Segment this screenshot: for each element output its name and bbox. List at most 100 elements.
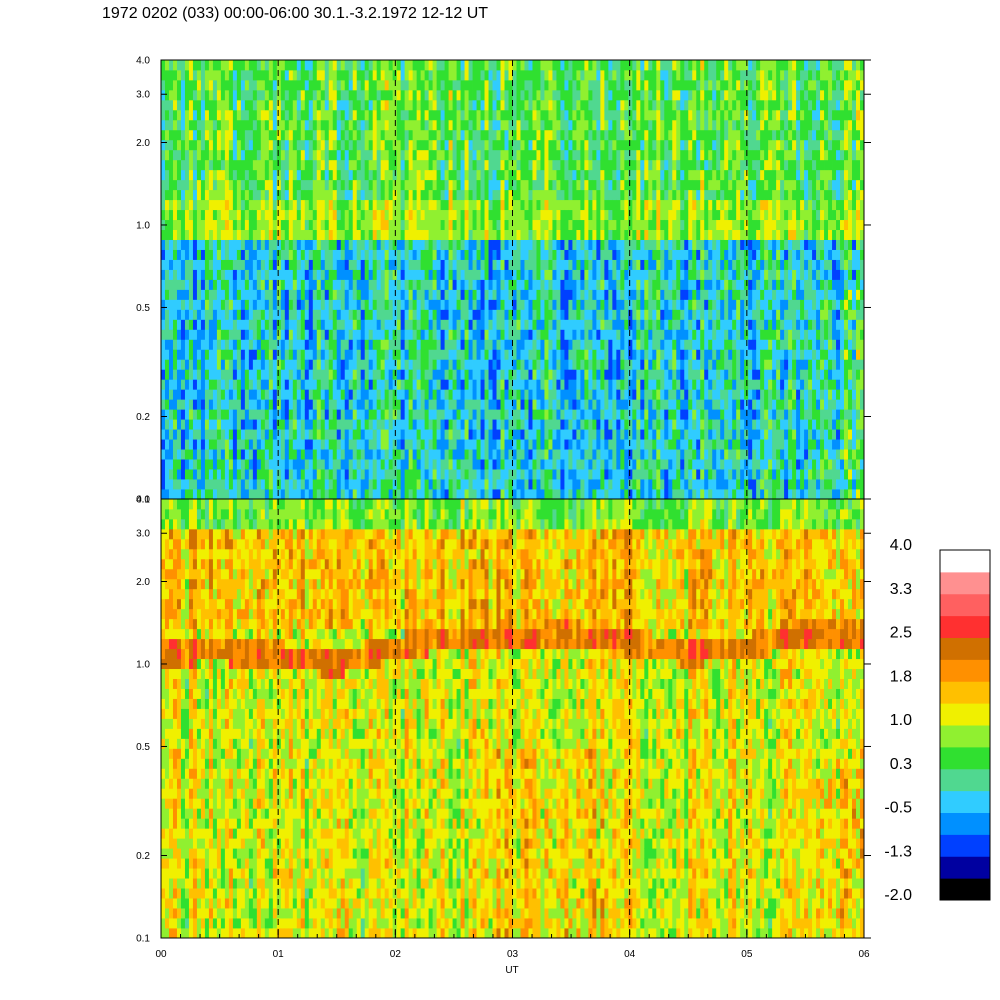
- spectrogram-cell: [472, 389, 477, 400]
- spectrogram-cell: [600, 429, 605, 440]
- spectrogram-cell: [456, 269, 461, 280]
- spectrogram-cell: [324, 459, 330, 470]
- spectrogram-cell: [196, 429, 202, 440]
- spectrogram-cell: [288, 109, 294, 121]
- spectrogram-cell: [456, 229, 461, 240]
- spectrogram-cell: [384, 169, 390, 181]
- spectrogram-cell: [340, 209, 346, 221]
- spectrogram-cell: [176, 469, 182, 480]
- spectrogram-cell: [604, 79, 609, 91]
- spectrogram-cell: [340, 109, 346, 121]
- spectrogram-cell: [348, 419, 354, 430]
- spectrogram-cell: [200, 279, 206, 290]
- spectrogram-cell: [236, 239, 242, 250]
- spectrogram-cell: [412, 129, 418, 141]
- spectrogram-cell: [284, 219, 290, 231]
- spectrogram-cell: [384, 189, 390, 201]
- spectrogram-cell: [208, 449, 214, 460]
- spectrogram-cell: [452, 79, 457, 91]
- spectrogram-cell: [588, 209, 593, 221]
- spectrogram-cell: [528, 249, 533, 260]
- spectrogram-cell: [428, 229, 434, 240]
- spectrogram-cell: [168, 349, 174, 360]
- spectrogram-cell: [276, 399, 282, 410]
- spectrogram-cell: [520, 139, 525, 151]
- spectrogram-cell: [260, 139, 266, 151]
- spectrogram-cell: [388, 279, 394, 290]
- spectrogram-cell: [516, 179, 521, 191]
- spectrogram-cell: [468, 489, 473, 500]
- spectrogram-cell: [264, 299, 270, 310]
- spectrogram-cell: [252, 259, 258, 270]
- spectrogram-cell: [384, 209, 390, 221]
- spectrogram-cell: [288, 189, 294, 201]
- spectrogram-cell: [184, 99, 190, 111]
- spectrogram-cell: [424, 479, 430, 490]
- spectrogram-cell: [308, 99, 314, 111]
- spectrogram-cell: [192, 349, 198, 360]
- spectrogram-cell: [284, 389, 290, 400]
- spectrogram-cell: [444, 219, 449, 231]
- spectrogram-cell: [384, 489, 390, 500]
- spectrogram-cell: [180, 199, 186, 211]
- spectrogram-cell: [456, 299, 461, 310]
- spectrogram-cell: [244, 249, 250, 260]
- spectrogram-cell: [324, 199, 330, 211]
- spectrogram-cell: [336, 89, 342, 101]
- spectrogram-cell: [332, 229, 338, 240]
- spectrogram-cell: [572, 99, 577, 111]
- spectrogram-cell: [284, 269, 290, 280]
- spectrogram-cell: [472, 379, 477, 390]
- spectrogram-cell: [464, 89, 469, 101]
- spectrogram-cell: [296, 449, 302, 460]
- spectrogram-cell: [508, 289, 513, 300]
- spectrogram-cell: [232, 489, 238, 500]
- spectrogram-cell: [436, 79, 441, 91]
- spectrogram-cell: [596, 379, 601, 390]
- spectrogram-cell: [252, 179, 258, 191]
- spectrogram-cell: [504, 409, 509, 420]
- spectrogram-cell: [388, 179, 394, 191]
- spectrogram-cell: [496, 89, 501, 101]
- spectrogram-cell: [496, 369, 501, 380]
- spectrogram-cell: [416, 339, 422, 350]
- spectrogram-cell: [476, 449, 481, 460]
- spectrogram-cell: [536, 449, 541, 460]
- spectrogram-cell: [284, 439, 290, 450]
- spectrogram-cell: [496, 309, 501, 320]
- spectrogram-cell: [464, 409, 469, 420]
- spectrogram-cell: [280, 449, 286, 460]
- spectrogram-cell: [304, 60, 310, 71]
- spectrogram-cell: [512, 229, 517, 240]
- spectrogram-cell: [400, 109, 406, 121]
- spectrogram-cell: [612, 489, 617, 500]
- spectrogram-cell: [532, 289, 537, 300]
- spectrogram-cell: [584, 379, 589, 390]
- spectrogram-cell: [380, 429, 386, 440]
- spectrogram-cell: [472, 119, 477, 131]
- spectrogram-cell: [448, 439, 453, 450]
- spectrogram-cell: [372, 299, 378, 310]
- spectrogram-cell: [424, 309, 430, 320]
- spectrogram-cell: [536, 129, 541, 141]
- spectrogram-cell: [344, 359, 350, 370]
- spectrogram-cell: [312, 369, 318, 380]
- spectrogram-cell: [196, 389, 202, 400]
- spectrogram-cell: [372, 409, 378, 420]
- spectrogram-cell: [224, 169, 230, 181]
- spectrogram-cell: [244, 379, 250, 390]
- spectrogram-cell: [224, 259, 230, 270]
- spectrogram-cell: [280, 439, 286, 450]
- spectrogram-cell: [220, 349, 226, 360]
- spectrogram-cell: [436, 119, 441, 131]
- spectrogram-cell: [272, 229, 278, 240]
- spectrogram-cell: [248, 439, 254, 450]
- spectrogram-cell: [396, 149, 402, 161]
- spectrogram-cell: [416, 219, 422, 231]
- spectrogram-cell: [220, 189, 226, 201]
- spectrogram-cell: [176, 109, 182, 121]
- spectrogram-cell: [388, 119, 394, 131]
- spectrogram-cell: [248, 259, 254, 270]
- spectrogram-cell: [228, 219, 234, 231]
- spectrogram-cell: [272, 459, 278, 470]
